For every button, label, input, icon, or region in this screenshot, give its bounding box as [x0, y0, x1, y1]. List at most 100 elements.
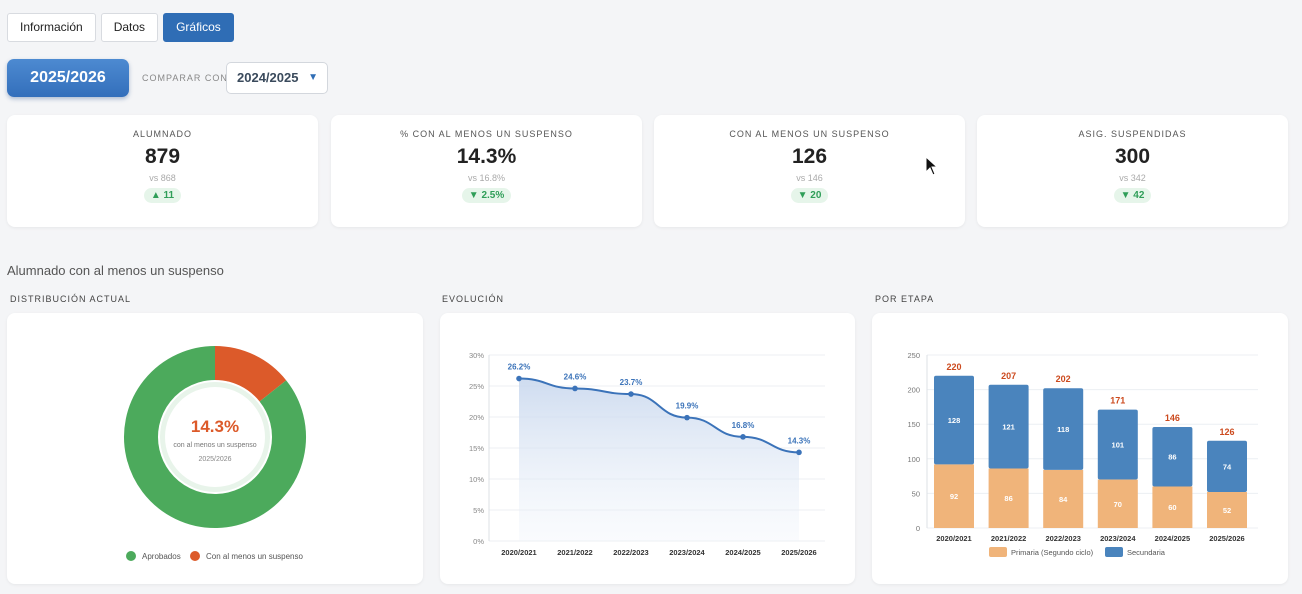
bar-segment: [934, 464, 974, 528]
y-tick-label: 5%: [473, 506, 484, 515]
kpi-card-con-suspenso: CON AL MENOS UN SUSPENSO 126 vs 146 ▼ 20: [654, 115, 965, 227]
kpi-previous: vs 146: [796, 173, 823, 183]
kpi-label: % CON AL MENOS UN SUSPENSO: [400, 129, 573, 139]
bar-value-label: 60: [1168, 503, 1176, 512]
tab-datos[interactable]: Datos: [100, 13, 159, 42]
donut-slice-con-al-menos-un-suspenso: [214, 346, 287, 403]
y-tick-label: 0: [916, 524, 920, 533]
line-point: [684, 414, 690, 421]
kpi-previous: vs 868: [149, 173, 176, 183]
kpi-delta-badge: ▼ 2.5%: [461, 188, 512, 203]
kpi-card-asig-suspendidas: ASIG. SUSPENDIDAS 300 vs 342 ▼ 42: [977, 115, 1288, 227]
bar-value-label: 121: [1002, 423, 1015, 432]
y-tick-label: 20%: [469, 413, 484, 422]
line-point: [796, 449, 802, 456]
line-value-label: 26.2%: [508, 363, 531, 372]
current-year-button[interactable]: 2025/2026: [7, 59, 129, 97]
bar-segment: [1043, 388, 1084, 470]
kpi-delta-badge: ▼ 42: [1113, 188, 1152, 203]
legend-label: Secundaria: [1127, 548, 1166, 557]
kpi-label: ALUMNADO: [132, 129, 192, 139]
compare-year-select[interactable]: 2024/2025 ▼: [226, 62, 328, 94]
line-point: [628, 391, 634, 397]
x-tick-label: 2022/2023: [1045, 534, 1080, 543]
bar-segment: [1152, 426, 1193, 487]
bar-segment: [1097, 409, 1138, 480]
kpi-label: ASIG. SUSPENDIDAS: [1078, 129, 1187, 139]
bar-total-label: 202: [1056, 374, 1071, 384]
donut-center: [165, 387, 265, 487]
bar-value-label: 74: [1223, 462, 1232, 471]
bar-total-label: 207: [1001, 371, 1016, 381]
y-tick-label: 200: [907, 386, 920, 395]
kpi-delta-badge: ▲ 11: [143, 188, 182, 203]
line-value-label: 24.6%: [564, 372, 587, 381]
donut-center-value: 14.3%: [191, 417, 239, 436]
line-point: [516, 375, 522, 382]
kpi-card-alumnado: ALUMNADO 879 vs 868 ▲ 11: [7, 115, 318, 227]
y-tick-label: 250: [907, 351, 920, 360]
bar-total-label: 126: [1219, 427, 1234, 437]
kpi-value: 126: [791, 145, 828, 168]
bar-segment: [1207, 492, 1247, 528]
y-tick-label: 0%: [473, 537, 484, 546]
bar-segment: [1097, 479, 1138, 528]
legend-label: Primaria (Segundo ciclo): [1011, 548, 1094, 557]
kpi-value: 14.3%: [456, 145, 517, 168]
bar-segment: [1207, 440, 1247, 493]
kpi-previous: vs 16.8%: [467, 173, 506, 183]
bar-chart-title: POR ETAPA: [875, 294, 935, 304]
bar-segment: [934, 375, 974, 465]
legend-swatch: [126, 551, 136, 561]
x-tick-label: 2020/2021: [501, 548, 536, 557]
bar-value-label: 86: [1168, 453, 1176, 462]
line-chart: 0% 5% 10% 15% 20% 25% 30% 26.2% 2020/2021 24.6% 20…: [469, 351, 825, 557]
tab-bar: Información Datos Gráficos: [7, 13, 234, 42]
x-tick-label: 2020/2021: [936, 534, 971, 543]
legend-swatch: [989, 547, 1007, 557]
line-point: [572, 385, 578, 392]
bar-chart: 0 50 100 150 200 250 92 128 220 2020/2021 86 121 207…: [907, 351, 1258, 557]
line-point: [740, 434, 746, 440]
bar-value-label: 86: [1004, 494, 1012, 503]
x-tick-label: 2023/2024: [1100, 534, 1136, 543]
bar-chart-card: 0 50 100 150 200 250 92 128 220 2020/2021 86 121 207…: [872, 313, 1288, 584]
legend-label: Aprobados: [142, 552, 181, 561]
chevron-down-icon: ▼: [308, 72, 318, 83]
legend-label: Con al menos un suspenso: [206, 552, 304, 561]
donut-chart-title: DISTRIBUCIÓN ACTUAL: [10, 294, 132, 304]
section-title: Alumnado con al menos un suspenso: [7, 263, 224, 278]
y-tick-label: 10%: [469, 475, 484, 484]
x-tick-label: 2025/2026: [781, 548, 816, 557]
bar-value-label: 101: [1112, 441, 1125, 450]
y-tick-label: 100: [907, 455, 920, 464]
mouse-cursor-icon: [925, 156, 939, 176]
donut-slice-aprobados: [124, 346, 306, 528]
line-area: [519, 378, 799, 541]
y-tick-label: 150: [907, 420, 920, 429]
bar-total-label: 171: [1110, 396, 1125, 406]
bar-segment: [988, 468, 1029, 528]
bar-value-label: 92: [950, 492, 958, 501]
x-tick-label: 2024/2025: [1155, 534, 1190, 543]
x-tick-label: 2023/2024: [669, 548, 705, 557]
bar-value-label: 52: [1223, 506, 1231, 515]
line-value-label: 23.7%: [620, 378, 643, 387]
y-tick-label: 50: [912, 489, 920, 498]
kpi-label: CON AL MENOS UN SUSPENSO: [729, 129, 890, 139]
legend-swatch: [1105, 547, 1123, 557]
line-value-label: 19.9%: [676, 402, 699, 411]
tab-graficos[interactable]: Gráficos: [163, 13, 234, 42]
kpi-delta-badge: ▼ 20: [790, 188, 829, 203]
bar-value-label: 70: [1114, 500, 1122, 509]
y-tick-label: 15%: [469, 444, 484, 453]
y-tick-label: 30%: [469, 351, 484, 360]
bar-total-label: 146: [1165, 413, 1180, 423]
line-chart-title: EVOLUCIÓN: [442, 294, 505, 304]
x-tick-label: 2021/2022: [557, 548, 592, 557]
tab-informacion[interactable]: Información: [7, 13, 96, 42]
kpi-value: 300: [1114, 145, 1151, 168]
bar-value-label: 84: [1059, 495, 1068, 504]
kpi-card-pct-suspenso: % CON AL MENOS UN SUSPENSO 14.3% vs 16.8…: [331, 115, 642, 227]
x-tick-label: 2024/2025: [725, 548, 760, 557]
